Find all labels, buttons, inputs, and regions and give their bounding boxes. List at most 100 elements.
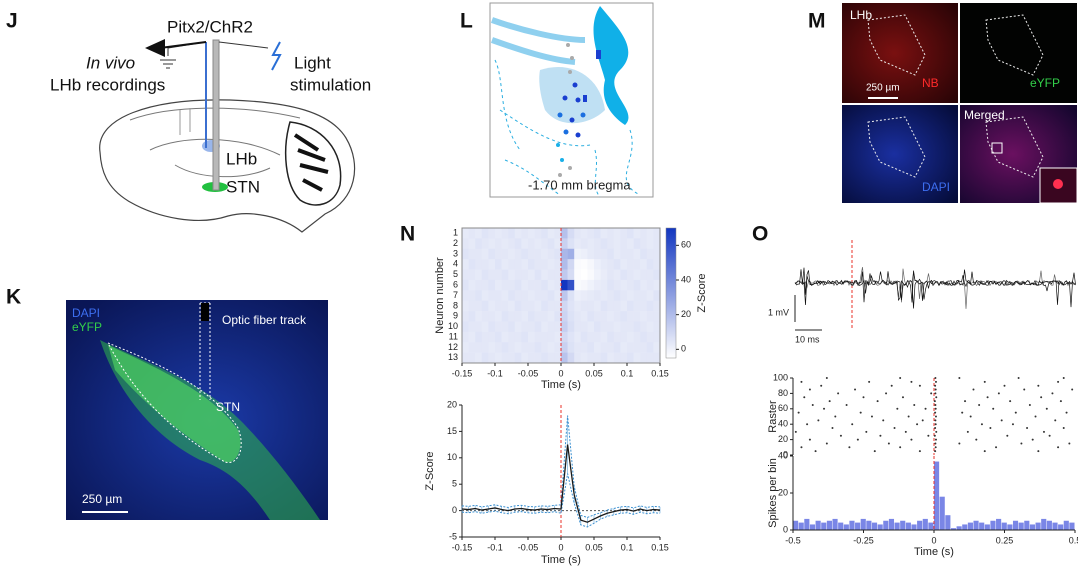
heatmap-cell xyxy=(640,269,648,281)
spike xyxy=(1065,411,1068,414)
heatmap-cell xyxy=(633,238,641,250)
heatmap-cell xyxy=(646,238,654,250)
y-axis-label: Raster xyxy=(767,400,779,433)
spike xyxy=(882,419,885,422)
x-tick-label: 0 xyxy=(558,542,563,552)
spike xyxy=(899,377,902,379)
heatmap-cell xyxy=(627,321,634,333)
spike xyxy=(934,403,937,406)
spike xyxy=(1062,427,1065,430)
heatmap-cell xyxy=(554,259,562,270)
heatmap-cell xyxy=(554,290,562,301)
heatmap-cell xyxy=(514,342,522,353)
heatmap-cell xyxy=(613,311,621,322)
heatmap-cell xyxy=(508,300,516,312)
heatmap-cell xyxy=(495,290,502,301)
heatmap-cell xyxy=(640,238,648,250)
bar xyxy=(950,528,957,530)
y-tick-label: 4 xyxy=(453,259,458,269)
spike xyxy=(901,396,904,399)
spike xyxy=(933,434,936,437)
heatmap-cell xyxy=(528,248,535,260)
heatmap-cell xyxy=(627,259,634,270)
heatmap-cell xyxy=(607,248,615,260)
panel-label: K xyxy=(6,286,21,309)
heatmap-cell xyxy=(567,269,575,281)
heatmap-cell xyxy=(653,321,661,333)
heatmap-cell xyxy=(547,300,555,312)
heatmap-cell xyxy=(521,269,529,281)
spike xyxy=(828,400,831,403)
bar xyxy=(939,496,945,530)
spike xyxy=(986,396,989,399)
heatmap-cell xyxy=(607,259,615,270)
heatmap-cell xyxy=(488,342,496,353)
spike xyxy=(997,392,1000,395)
bar xyxy=(821,522,827,530)
heatmap-cell xyxy=(607,228,615,239)
heatmap-cell xyxy=(627,279,634,291)
x-tick-label: 0.1 xyxy=(621,368,634,378)
heatmap-cell xyxy=(541,238,549,250)
spike xyxy=(794,430,797,433)
bar xyxy=(888,518,895,530)
spike xyxy=(1051,392,1054,395)
heatmap-cell xyxy=(481,238,489,250)
heatmap-cell xyxy=(534,290,542,301)
spike xyxy=(958,377,961,379)
heatmap-cell xyxy=(547,290,555,301)
heatmap-cell xyxy=(600,269,608,281)
bar xyxy=(809,524,816,530)
heatmap-cell xyxy=(468,321,476,333)
heatmap-cell xyxy=(567,342,575,353)
heatmap-cell xyxy=(567,352,575,364)
bar xyxy=(905,522,911,530)
x-tick-label: -0.25 xyxy=(853,535,874,545)
y-axis-label: Z-Score xyxy=(424,451,436,490)
heatmap-cell xyxy=(501,228,509,239)
heatmap-cell xyxy=(521,311,529,322)
heatmap-cell xyxy=(587,331,595,343)
heatmap-cell xyxy=(620,300,628,312)
region-label: LHb xyxy=(226,149,257,168)
spike xyxy=(1003,384,1006,387)
heatmap-cell xyxy=(462,259,469,270)
heatmap-cell xyxy=(574,331,582,343)
spike xyxy=(825,442,828,445)
heatmap-cell xyxy=(633,342,641,353)
spike xyxy=(834,415,837,418)
construct-label: Pitx2/ChR2 xyxy=(167,17,253,36)
spike xyxy=(856,438,859,441)
heatmap-cell xyxy=(541,321,549,333)
spike xyxy=(966,430,969,433)
heatmap-cell xyxy=(646,228,654,239)
spike xyxy=(921,419,924,422)
heatmap-cell xyxy=(475,352,483,364)
heatmap-cell xyxy=(495,228,502,239)
bar xyxy=(945,515,951,530)
heatmap-cell xyxy=(633,228,641,239)
spike xyxy=(800,380,803,383)
spike xyxy=(1023,388,1026,391)
heatmap-cell xyxy=(561,279,568,291)
heatmap-cell xyxy=(580,238,588,250)
heatmap-cell xyxy=(600,300,608,312)
heatmap-cell xyxy=(640,352,648,364)
spike xyxy=(927,434,930,437)
heatmap-cell xyxy=(574,279,582,291)
heatmap-cell xyxy=(495,279,502,291)
spike xyxy=(893,427,896,430)
y-tick-label: 0 xyxy=(452,505,457,515)
spike xyxy=(839,434,842,437)
heatmap-cell xyxy=(646,259,654,270)
heatmap-cell xyxy=(653,259,661,270)
heatmap-cell xyxy=(620,290,628,301)
heatmap-cell xyxy=(495,248,502,260)
heatmap-cell xyxy=(613,331,621,343)
heatmap-cell xyxy=(508,352,516,364)
bar xyxy=(962,524,968,530)
heatmap-cell xyxy=(547,352,555,364)
heatmap-cell xyxy=(587,352,595,364)
spike xyxy=(1000,419,1003,422)
heatmap-cell xyxy=(468,238,476,250)
